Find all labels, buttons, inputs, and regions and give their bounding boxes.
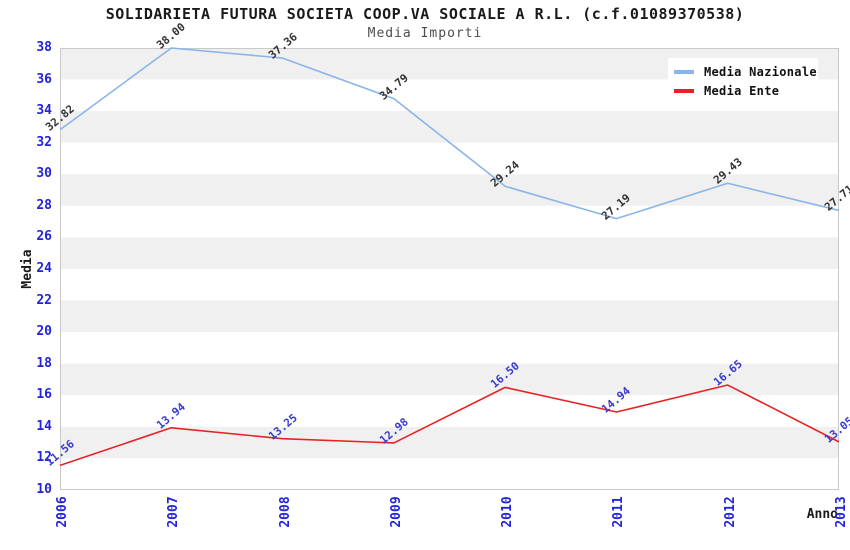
grid-band bbox=[60, 205, 839, 238]
grid-band bbox=[60, 237, 839, 269]
legend-label: Media Ente bbox=[704, 83, 780, 98]
grid-band bbox=[60, 395, 839, 427]
y-tick-label: 24 bbox=[36, 261, 52, 276]
x-tick-label: 2011 bbox=[611, 496, 627, 528]
y-tick-label: 20 bbox=[36, 324, 52, 340]
y-tick-label: 30 bbox=[36, 166, 52, 182]
y-tick-label: 16 bbox=[36, 387, 52, 403]
grid-band bbox=[60, 332, 839, 364]
legend: Media Nazionale Media Ente bbox=[668, 58, 818, 106]
series-line-1 bbox=[59, 384, 840, 467]
y-tick-label: 38 bbox=[36, 40, 52, 55]
x-tick-label: 2010 bbox=[500, 496, 516, 528]
y-tick-label: 32 bbox=[36, 134, 52, 150]
x-tick-label: 2009 bbox=[388, 496, 404, 528]
plot-border bbox=[60, 48, 839, 490]
grid-band bbox=[60, 426, 839, 459]
chart-subtitle: Media Importi bbox=[367, 26, 483, 41]
x-axis-title: Anno bbox=[806, 507, 838, 522]
grid-band bbox=[60, 458, 839, 490]
legend-marker-line-icon bbox=[674, 69, 694, 74]
y-tick-label: 18 bbox=[36, 355, 52, 371]
x-tick-label: 2013 bbox=[834, 496, 849, 528]
legend-item: Media Ente bbox=[674, 81, 812, 100]
y-tick-label: 22 bbox=[36, 292, 52, 308]
y-tick-label: 28 bbox=[36, 197, 52, 213]
legend-label: Media Nazionale bbox=[704, 64, 817, 79]
legend-item: Media Nazionale bbox=[674, 62, 817, 81]
grid-band bbox=[60, 174, 839, 206]
y-tick-label: 12 bbox=[36, 450, 52, 466]
x-tick-label: 2008 bbox=[277, 496, 293, 528]
x-tick-label: 2012 bbox=[722, 496, 738, 528]
series-line-0 bbox=[59, 47, 840, 220]
y-tick-label: 34 bbox=[36, 103, 52, 119]
legend-marker-line-icon bbox=[674, 88, 694, 93]
grid-band bbox=[60, 300, 839, 333]
grid-band bbox=[60, 111, 839, 143]
y-tick-label: 36 bbox=[36, 71, 52, 87]
y-tick-label: 26 bbox=[36, 229, 52, 245]
y-tick-label: 14 bbox=[36, 418, 52, 434]
chart-title: SOLIDARIETA FUTURA SOCIETA COOP.VA SOCIA… bbox=[105, 5, 745, 23]
x-tick-label: 2007 bbox=[166, 496, 182, 528]
grid-band bbox=[60, 142, 839, 175]
y-tick-label: 10 bbox=[36, 482, 52, 497]
x-tick-label: 2006 bbox=[55, 496, 70, 528]
grid-band bbox=[60, 269, 839, 301]
